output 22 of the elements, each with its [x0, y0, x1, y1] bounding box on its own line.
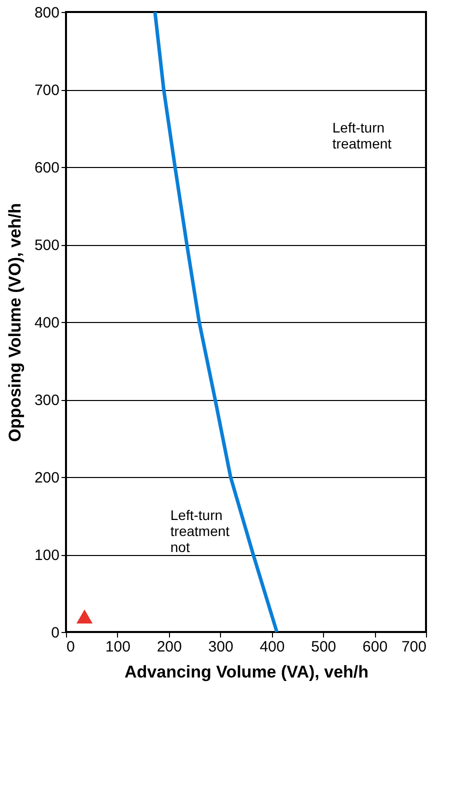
x-tick-label: 200	[156, 638, 182, 656]
line-series	[153, 10, 279, 634]
annotation: Left-turn treatment not	[170, 506, 230, 555]
x-tick-label: 400	[260, 638, 285, 656]
y-tick-label: 300	[34, 392, 60, 409]
y-tick-label: 0	[51, 624, 60, 642]
y-tick-label: 800	[34, 4, 60, 22]
y-tick-label: 700	[34, 82, 60, 99]
x-tick-label: 500	[311, 638, 336, 656]
y-tick-label: 600	[34, 160, 60, 176]
x-axis-title: Advancing Volume (VA), veh/h	[124, 662, 369, 682]
y-tick-label: 200	[34, 470, 60, 486]
annotation: Left-turn treatment	[332, 119, 392, 152]
y-tick-label: 500	[34, 237, 60, 254]
y-tick-label: 400	[34, 314, 60, 332]
y-tick-label: 100	[34, 547, 60, 564]
x-tick-label: 100	[105, 638, 130, 656]
x-tick-label: 300	[208, 638, 234, 656]
x-tick-label: 700	[401, 638, 426, 656]
x-tick-label: 0	[66, 638, 75, 656]
y-axis-title: Opposing Volume (VO), veh/h	[5, 203, 24, 442]
x-tick-label: 600	[362, 638, 388, 656]
